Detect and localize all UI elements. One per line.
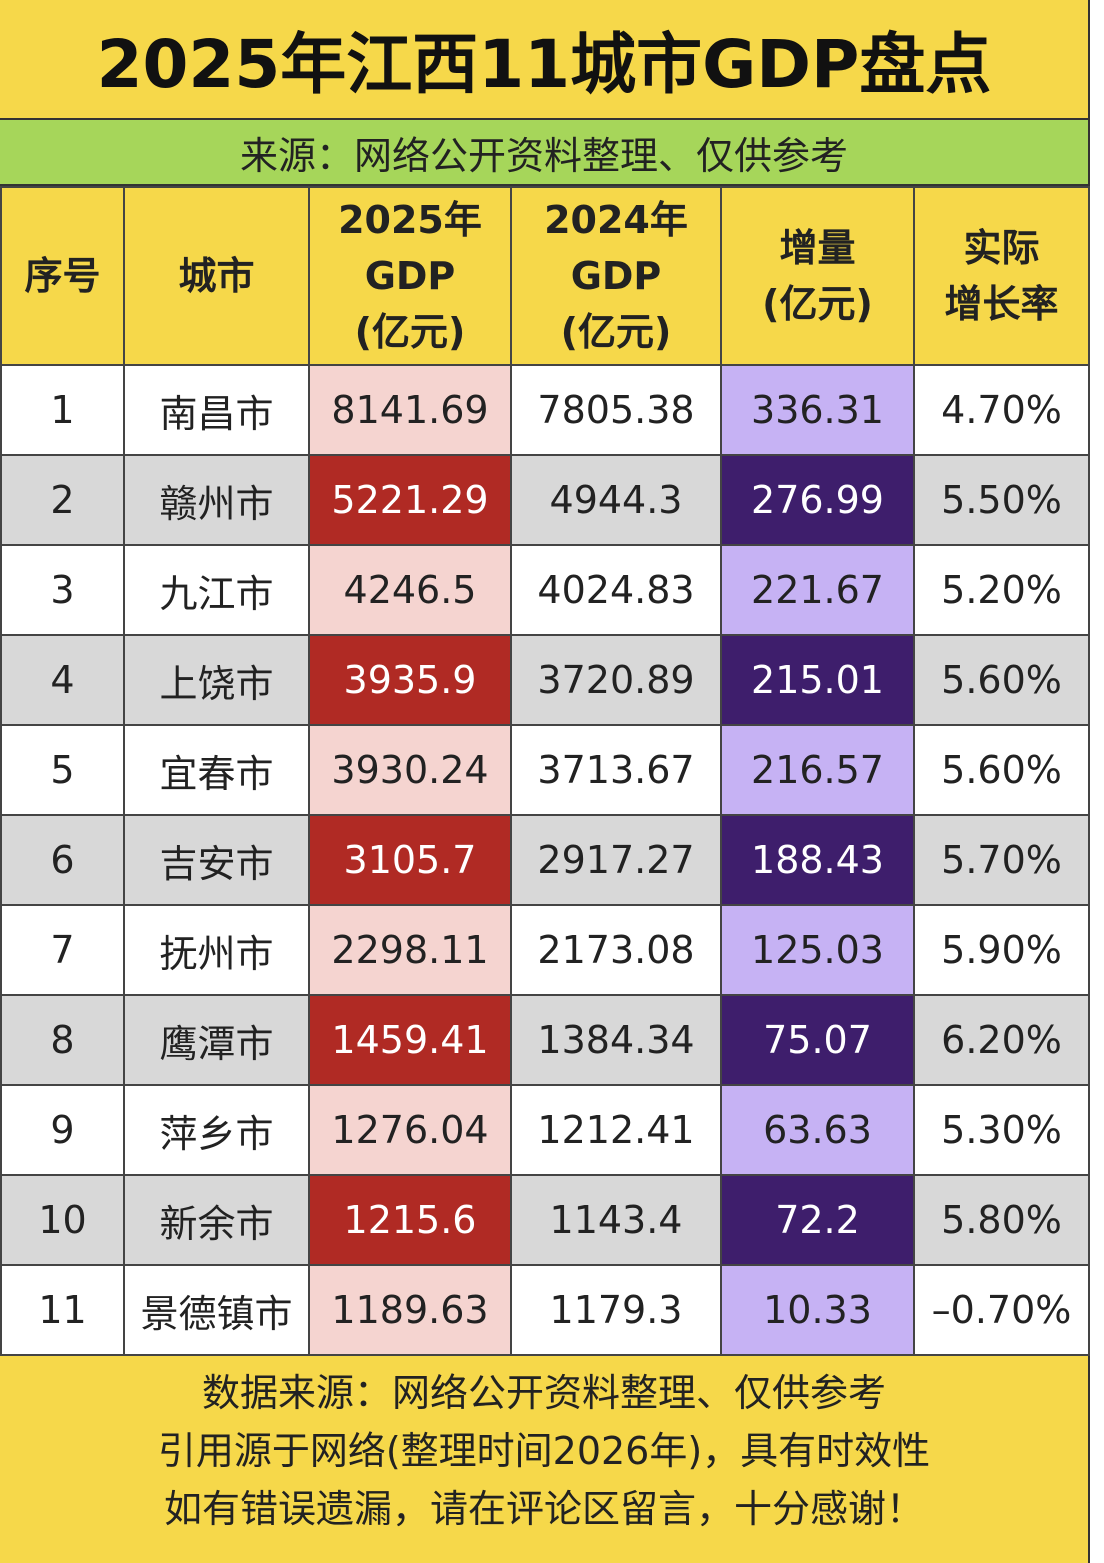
- table-cell: 1179.3: [510, 1264, 722, 1356]
- table-cell: 1212.41: [510, 1084, 722, 1176]
- table-row: 4 上饶市 3935.9 3720.89 215.01 5.60%: [0, 634, 1090, 726]
- table-cell: 1: [0, 364, 125, 456]
- table-cell: 1459.41: [308, 994, 512, 1086]
- column-header: 城市: [123, 186, 310, 366]
- table-cell: 6.20%: [913, 994, 1090, 1086]
- table-cell: 2: [0, 454, 125, 546]
- table-cell: 5.60%: [913, 634, 1090, 726]
- table-row: 11 景德镇市 1189.63 1179.3 10.33 –0.70%: [0, 1264, 1090, 1356]
- footer-line: 如有错误遗漏，请在评论区留言，十分感谢！: [163, 1487, 924, 1531]
- footer: 数据来源：网络公开资料整理、仅供参考引用源于网络(整理时间2026年)，具有时效…: [0, 1356, 1088, 1546]
- table-cell: 63.63: [720, 1084, 915, 1176]
- table-cell: 1384.34: [510, 994, 722, 1086]
- table-cell: 5.70%: [913, 814, 1090, 906]
- table-cell: 1215.6: [308, 1174, 512, 1266]
- table-row: 10 新余市 1215.6 1143.4 72.2 5.80%: [0, 1174, 1090, 1266]
- table-cell: 216.57: [720, 724, 915, 816]
- table-row: 6 吉安市 3105.7 2917.27 188.43 5.70%: [0, 814, 1090, 906]
- table-cell: 5.80%: [913, 1174, 1090, 1266]
- table-cell: 10: [0, 1174, 125, 1266]
- table-cell: 3105.7: [308, 814, 512, 906]
- column-header: 2024年 GDP (亿元): [510, 186, 722, 366]
- table-cell: 5221.29: [308, 454, 512, 546]
- table-cell: 南昌市: [123, 364, 310, 456]
- table-cell: 1276.04: [308, 1084, 512, 1176]
- table-cell: 5.60%: [913, 724, 1090, 816]
- table-cell: 4: [0, 634, 125, 726]
- table-cell: 5.90%: [913, 904, 1090, 996]
- table-cell: 276.99: [720, 454, 915, 546]
- table-cell: 7: [0, 904, 125, 996]
- header-row: 序号 城市 2025年 GDP (亿元) 2024年 GDP (亿元) 增量 (亿元) 实…: [0, 186, 1090, 366]
- table-cell: 抚州市: [123, 904, 310, 996]
- table-cell: 萍乡市: [123, 1084, 310, 1176]
- column-header: 增量 (亿元): [720, 186, 915, 366]
- table-cell: 215.01: [720, 634, 915, 726]
- table-cell: 4246.5: [308, 544, 512, 636]
- table-cell: 2917.27: [510, 814, 722, 906]
- table-cell: 鹰潭市: [123, 994, 310, 1086]
- table-cell: 景德镇市: [123, 1264, 310, 1356]
- table-cell: 8: [0, 994, 125, 1086]
- column-header: 实际 增长率: [913, 186, 1090, 366]
- column-header: 序号: [0, 186, 125, 366]
- table-row: 5 宜春市 3930.24 3713.67 216.57 5.60%: [0, 724, 1090, 816]
- table-cell: 4944.3: [510, 454, 722, 546]
- table-cell: 5.30%: [913, 1084, 1090, 1176]
- table-cell: 10.33: [720, 1264, 915, 1356]
- table-cell: 221.67: [720, 544, 915, 636]
- table-row: 7 抚州市 2298.11 2173.08 125.03 5.90%: [0, 904, 1090, 996]
- table-cell: 4.70%: [913, 364, 1090, 456]
- table-cell: –0.70%: [913, 1264, 1090, 1356]
- table-cell: 4024.83: [510, 544, 722, 636]
- title: 2025年江西11城市GDP盘点: [0, 0, 1088, 120]
- table-cell: 吉安市: [123, 814, 310, 906]
- gdp-table: 序号 城市 2025年 GDP (亿元) 2024年 GDP (亿元) 增量 (亿元) 实…: [0, 186, 1090, 1356]
- table-body: 1 南昌市 8141.69 7805.38 336.31 4.70% 2 赣州市 5221.29…: [0, 364, 1090, 1356]
- table-cell: 6: [0, 814, 125, 906]
- table-cell: 11: [0, 1264, 125, 1356]
- table-cell: 3720.89: [510, 634, 722, 726]
- table-cell: 上饶市: [123, 634, 310, 726]
- table-cell: 5: [0, 724, 125, 816]
- table-cell: 8141.69: [308, 364, 512, 456]
- table-cell: 7805.38: [510, 364, 722, 456]
- footer-line: 引用源于网络(整理时间2026年)，具有时效性: [157, 1429, 931, 1473]
- table-cell: 125.03: [720, 904, 915, 996]
- table-cell: 72.2: [720, 1174, 915, 1266]
- table-cell: 3713.67: [510, 724, 722, 816]
- table-cell: 5.50%: [913, 454, 1090, 546]
- table-cell: 1189.63: [308, 1264, 512, 1356]
- table-cell: 宜春市: [123, 724, 310, 816]
- table-cell: 九江市: [123, 544, 310, 636]
- table-cell: 3: [0, 544, 125, 636]
- table-row: 1 南昌市 8141.69 7805.38 336.31 4.70%: [0, 364, 1090, 456]
- table-row: 2 赣州市 5221.29 4944.3 276.99 5.50%: [0, 454, 1090, 546]
- table-cell: 188.43: [720, 814, 915, 906]
- table-cell: 336.31: [720, 364, 915, 456]
- footer-line: 数据来源：网络公开资料整理、仅供参考: [201, 1371, 886, 1415]
- table-cell: 1143.4: [510, 1174, 722, 1266]
- subtitle: 来源：网络公开资料整理、仅供参考: [0, 120, 1088, 186]
- table-cell: 5.20%: [913, 544, 1090, 636]
- table-cell: 3930.24: [308, 724, 512, 816]
- table-cell: 3935.9: [308, 634, 512, 726]
- table-cell: 75.07: [720, 994, 915, 1086]
- table-cell: 赣州市: [123, 454, 310, 546]
- table-row: 9 萍乡市 1276.04 1212.41 63.63 5.30%: [0, 1084, 1090, 1176]
- table-cell: 2298.11: [308, 904, 512, 996]
- table-cell: 2173.08: [510, 904, 722, 996]
- table-cell: 9: [0, 1084, 125, 1176]
- table-row: 8 鹰潭市 1459.41 1384.34 75.07 6.20%: [0, 994, 1090, 1086]
- column-header: 2025年 GDP (亿元): [308, 186, 512, 366]
- table-cell: 新余市: [123, 1174, 310, 1266]
- table-row: 3 九江市 4246.5 4024.83 221.67 5.20%: [0, 544, 1090, 636]
